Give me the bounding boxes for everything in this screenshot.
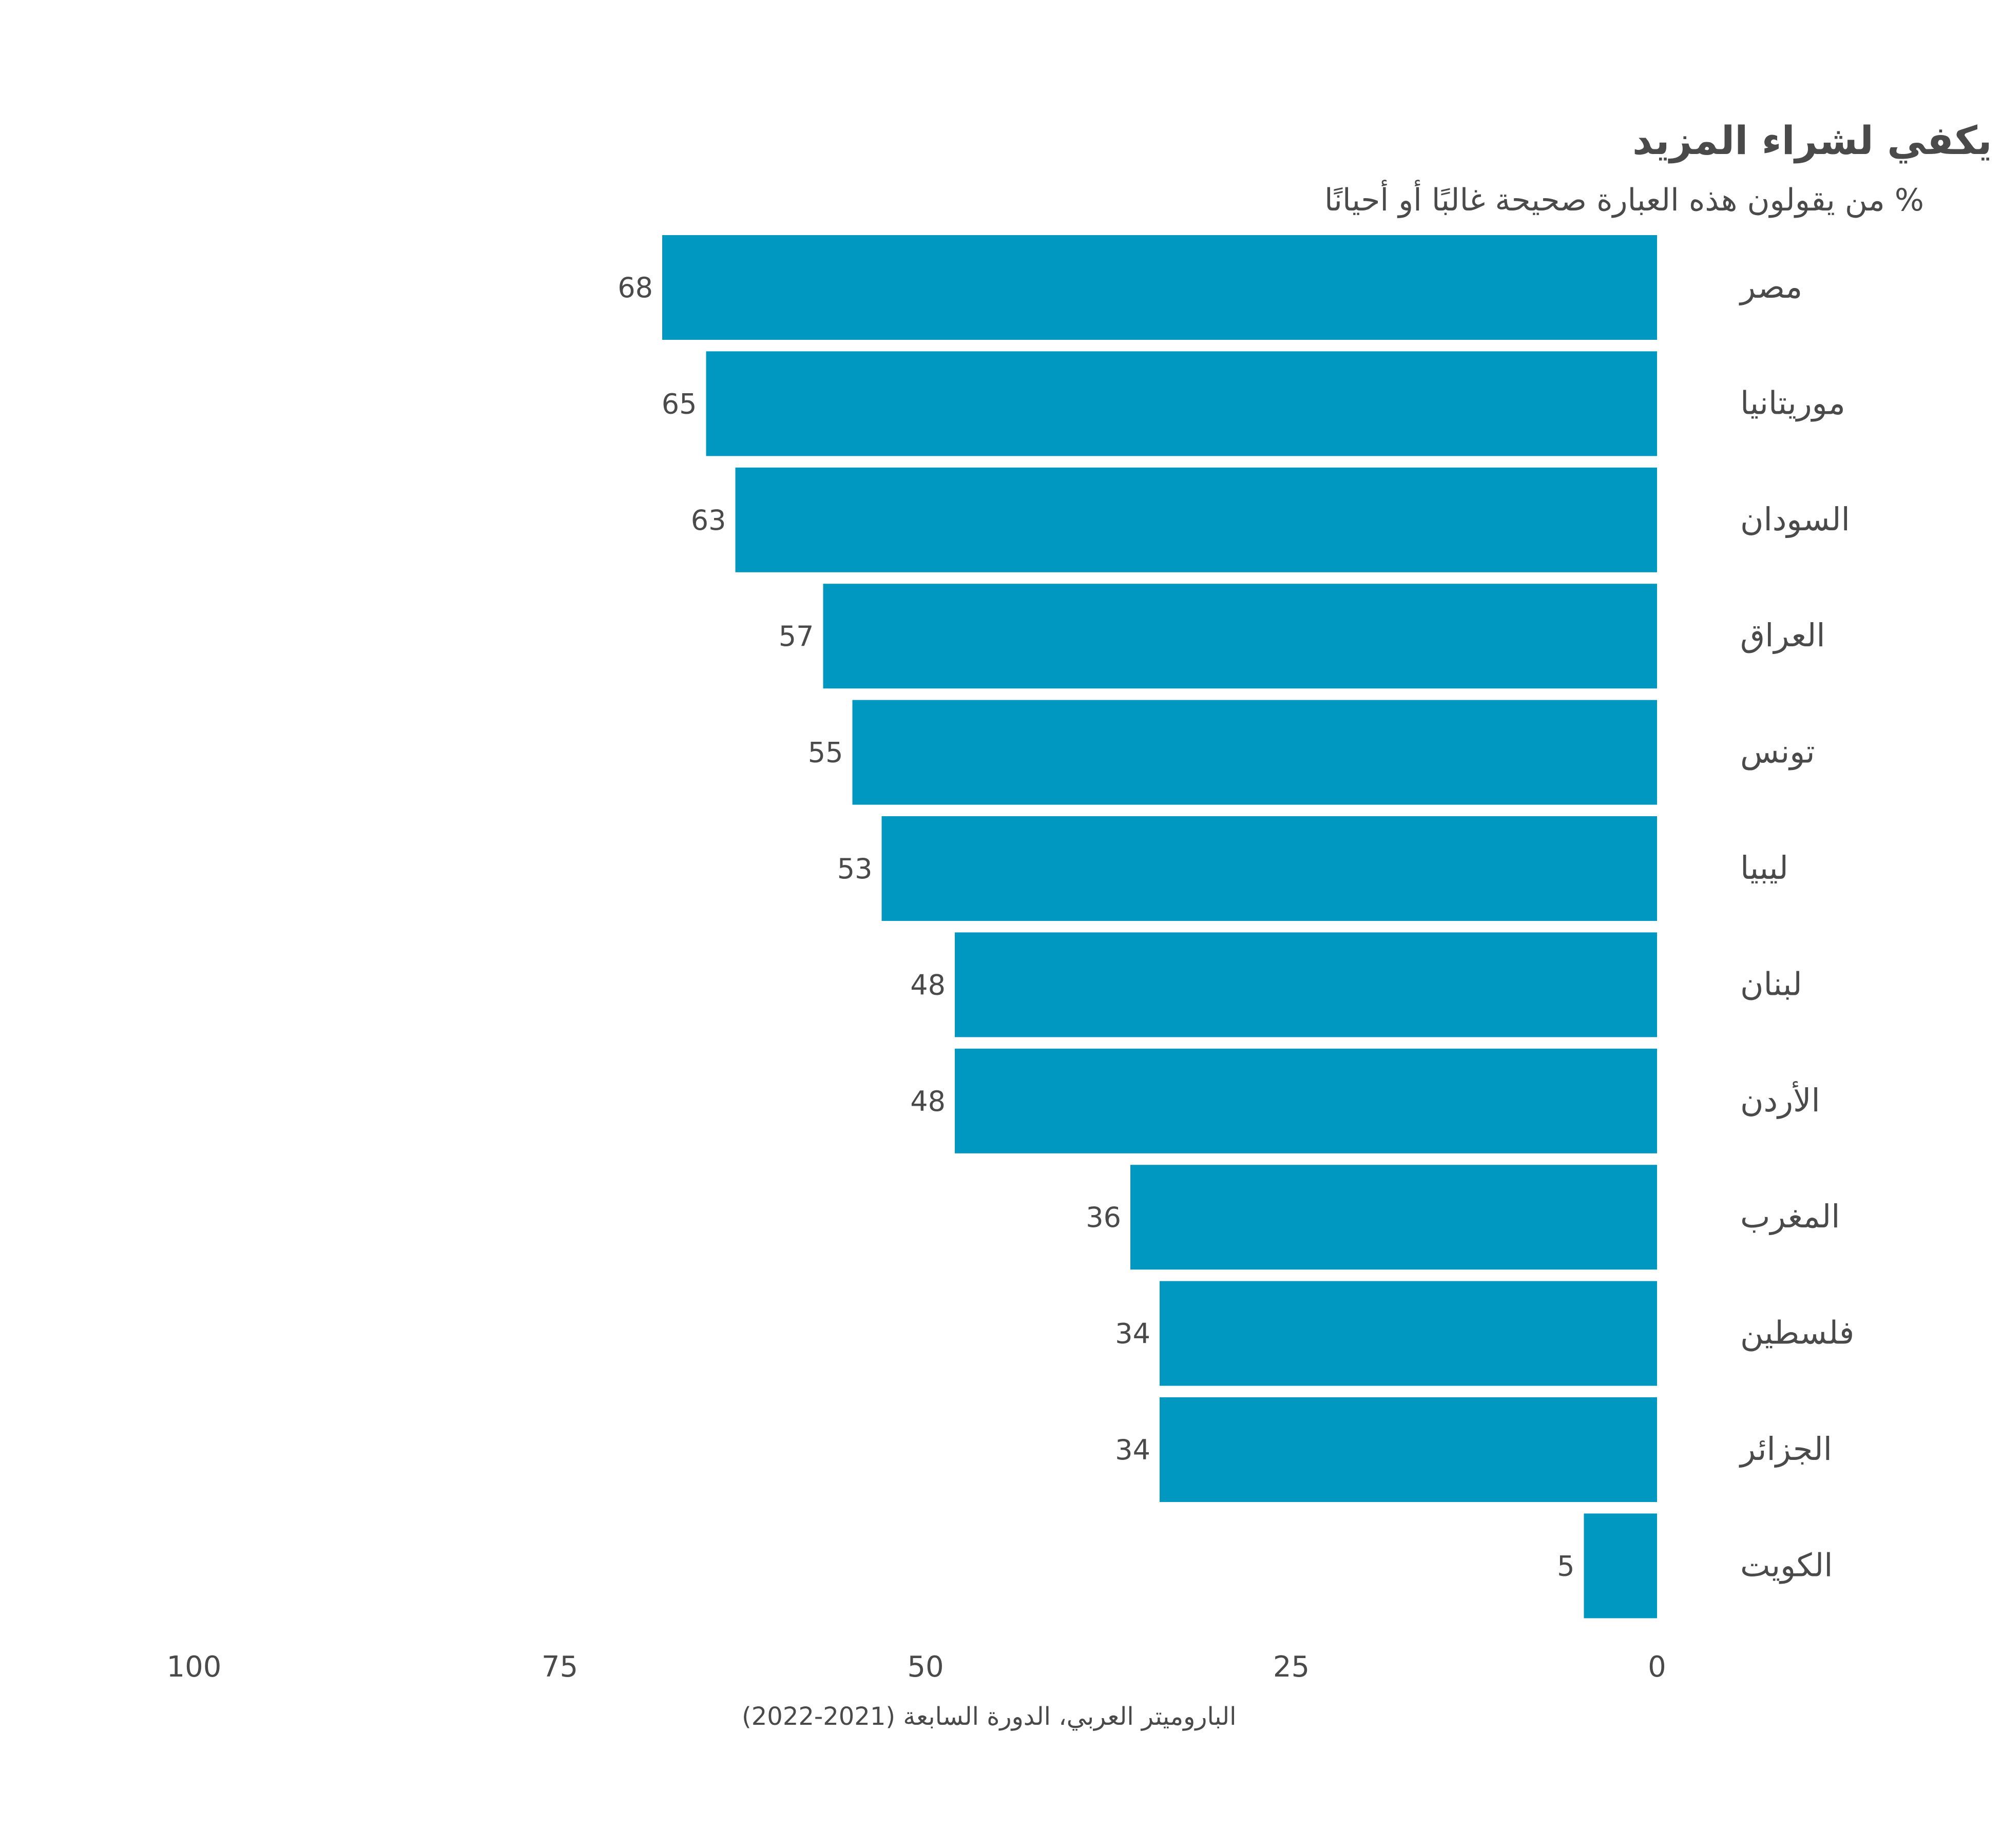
bar-5 [881, 816, 1657, 921]
category-label: العراق [1740, 617, 1825, 654]
bar-value-label: 48 [910, 1085, 946, 1118]
bar-10 [1160, 1397, 1657, 1502]
category-label: السودان [1740, 500, 1850, 538]
bar-8 [1130, 1165, 1657, 1270]
category-label: فلسطين [1740, 1314, 1854, 1352]
bar-2 [735, 467, 1657, 572]
category-label: ليبيا [1740, 849, 1788, 887]
bar-value-label: 55 [808, 737, 843, 769]
x-tick-label: 0 [1648, 1650, 1666, 1684]
bar-value-label: 34 [1115, 1318, 1150, 1350]
category-label: الكويت [1740, 1546, 1833, 1584]
x-tick-label: 50 [907, 1650, 944, 1684]
x-tick-label: 100 [167, 1650, 222, 1684]
bars-group: 68 مصر 65 موريتانيا 63 السودان 57 العراق 55 تونس 5… [618, 235, 1854, 1619]
bar-3 [823, 584, 1657, 689]
category-label: الجزائر [1739, 1430, 1832, 1468]
bar-value-label: 48 [910, 969, 946, 1001]
bar-value-label: 36 [1086, 1201, 1121, 1234]
x-tick-label: 75 [542, 1650, 578, 1684]
bar-1 [706, 351, 1657, 456]
chart-subtitle: % من يقولون هذه العبارة صحيحة غالبًا أو … [1324, 180, 1924, 218]
bar-value-label: 68 [618, 272, 653, 304]
x-tick-label: 25 [1273, 1650, 1310, 1684]
bar-9 [1160, 1281, 1657, 1386]
bar-6 [955, 932, 1657, 1037]
category-label: لبنان [1740, 965, 1802, 1003]
x-axis-ticks: 100 75 50 25 0 [167, 1650, 1666, 1684]
bar-value-label: 65 [662, 388, 697, 420]
bar-11 [1584, 1513, 1657, 1619]
bar-value-label: 63 [691, 504, 726, 536]
category-label: مصر [1739, 268, 1802, 305]
bar-0 [662, 235, 1657, 340]
bar-4 [852, 700, 1657, 805]
bar-value-label: 34 [1115, 1434, 1150, 1466]
bar-value-label: 5 [1557, 1550, 1574, 1582]
bar-value-label: 53 [837, 853, 873, 885]
category-label: تونس [1740, 733, 1815, 771]
chart-source: الباروميتر العربي، الدورة السابعة (2021-… [742, 1702, 1237, 1731]
category-label: المغرب [1740, 1198, 1840, 1235]
bar-7 [955, 1048, 1657, 1153]
category-label: موريتانيا [1740, 384, 1845, 421]
chart-title: نفد الغذاء الذي اشتريناه ولم يكن لدينا م… [1632, 118, 2002, 164]
bar-value-label: 57 [779, 620, 814, 652]
category-label: الأردن [1740, 1081, 1820, 1119]
